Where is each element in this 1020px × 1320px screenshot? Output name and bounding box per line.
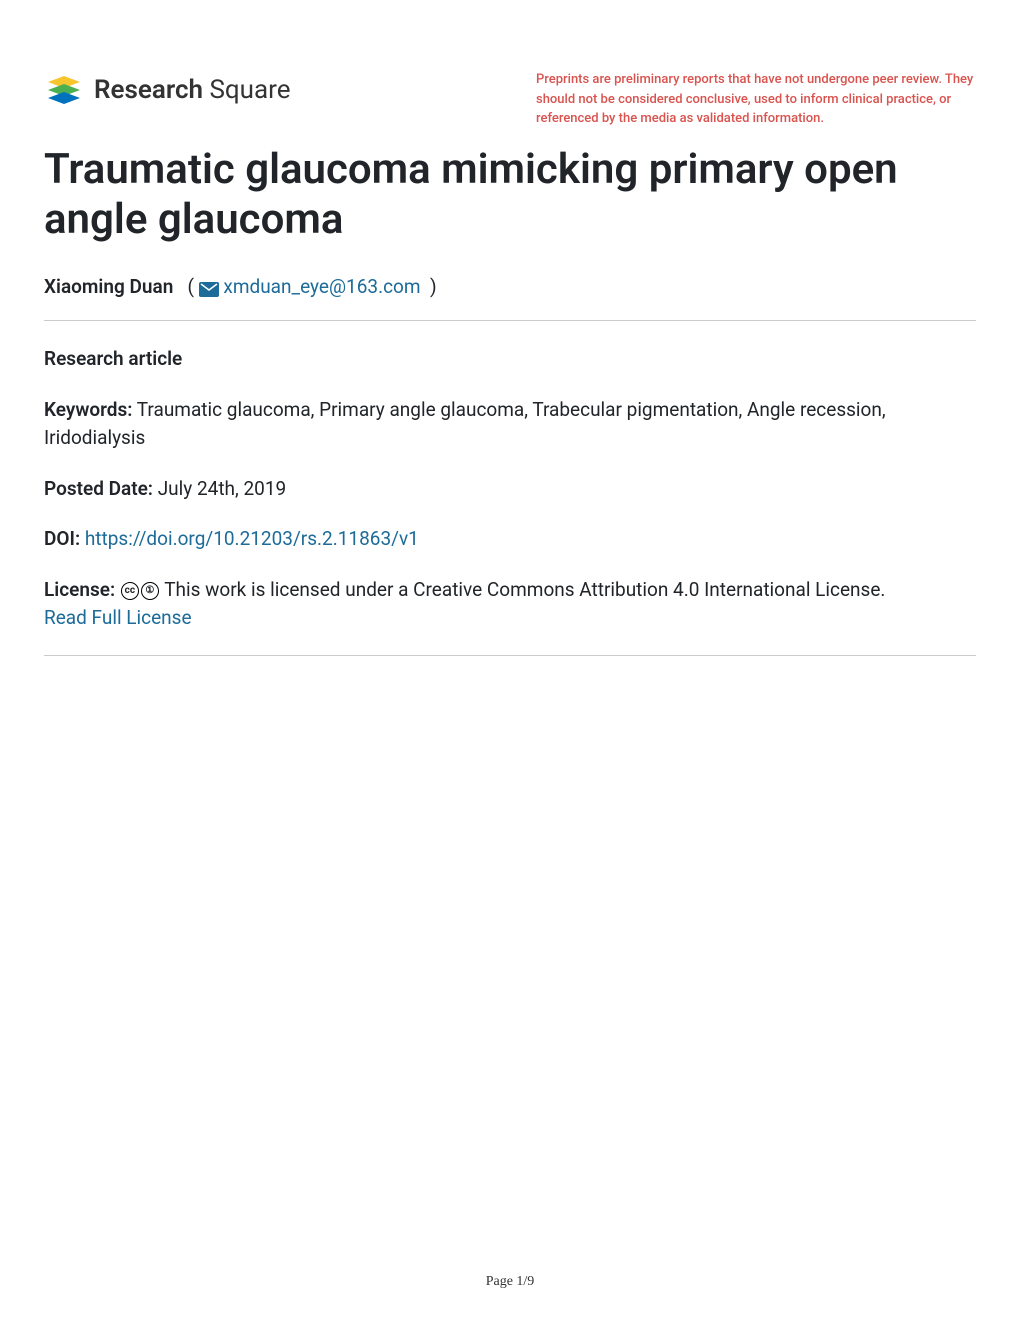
author-email-link[interactable]: xmduan_eye@163.com [223, 275, 420, 298]
posted-date-label: Posted Date: [44, 477, 153, 500]
paper-title: Traumatic glaucoma mimicking primary ope… [44, 145, 976, 246]
research-square-logo-icon [44, 70, 84, 110]
keywords-label: Keywords: [44, 398, 132, 421]
keywords-value: Traumatic glaucoma, Primary angle glauco… [44, 398, 886, 450]
email-icon [199, 277, 219, 300]
disclaimer-text: Preprints are preliminary reports that h… [536, 70, 976, 129]
posted-date-row: Posted Date: July 24th, 2019 [44, 475, 976, 504]
doi-link[interactable]: https://doi.org/10.21203/rs.2.11863/v1 [85, 527, 419, 550]
keywords-row: Keywords: Traumatic glaucoma, Primary an… [44, 396, 976, 453]
doi-row: DOI: https://doi.org/10.21203/rs.2.11863… [44, 525, 976, 554]
divider [44, 320, 976, 321]
logo-text-bold: Research [94, 75, 203, 105]
logo-text-light: Square [209, 75, 290, 105]
author-name: Xiaoming Duan [44, 275, 173, 298]
page-header: Research Square Preprints are preliminar… [44, 70, 976, 129]
doi-label: DOI: [44, 527, 80, 550]
posted-date-value: July 24th, 2019 [158, 477, 286, 500]
page-number: Page 1/9 [0, 1274, 1020, 1290]
license-link[interactable]: Read Full License [44, 606, 192, 629]
cc-by-icon: ① [141, 582, 159, 600]
divider-bottom [44, 655, 976, 656]
license-text: This work is licensed under a Creative C… [164, 578, 885, 601]
logo-section: Research Square [44, 70, 291, 110]
logo-text: Research Square [94, 75, 291, 105]
license-row: License: cc① This work is licensed under… [44, 576, 976, 633]
license-label: License: [44, 578, 115, 601]
author-line: Xiaoming Duan ( xmduan_eye@163.com ) [44, 275, 976, 299]
article-type: Research article [44, 347, 976, 370]
cc-icon: cc [121, 582, 139, 600]
